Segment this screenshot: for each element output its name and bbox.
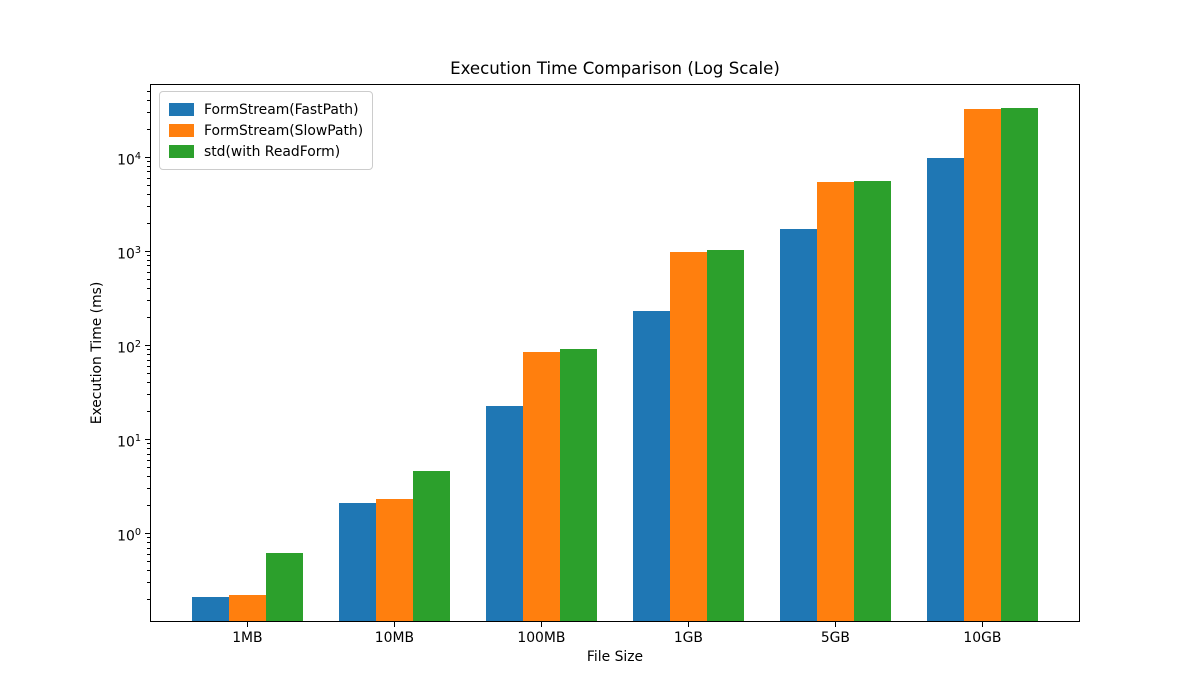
- y-minor-tick: [147, 288, 150, 290]
- x-tick-label: 10MB: [374, 630, 414, 646]
- x-tick: [835, 622, 837, 627]
- y-major-tick: [145, 533, 150, 534]
- x-tick: [247, 622, 249, 627]
- y-minor-tick: [147, 112, 150, 113]
- y-minor-tick: [147, 161, 150, 163]
- y-minor-tick: [147, 359, 150, 361]
- chart-title: Execution Time Comparison (Log Scale): [450, 59, 780, 78]
- bar: [1000, 108, 1038, 621]
- y-minor-tick: [147, 582, 150, 584]
- y-minor-tick: [147, 467, 150, 469]
- y-minor-tick: [147, 553, 150, 555]
- bar: [523, 352, 560, 621]
- bar: [706, 250, 744, 621]
- y-minor-tick: [147, 177, 150, 179]
- y-minor-tick: [147, 382, 150, 384]
- x-tick: [982, 622, 984, 627]
- bar: [486, 405, 524, 621]
- legend-label: FormStream(SlowPath): [204, 122, 364, 139]
- y-major-tick: [145, 344, 150, 346]
- y-minor-tick: [147, 448, 150, 449]
- y-minor-tick: [147, 504, 150, 506]
- legend-swatch-fastpath: [169, 103, 194, 116]
- y-minor-tick: [147, 349, 150, 351]
- y-minor-tick: [147, 453, 150, 455]
- y-minor-tick: [147, 459, 150, 461]
- y-major-tick: [145, 438, 150, 440]
- bar: [376, 498, 413, 621]
- legend-label: FormStream(FastPath): [204, 101, 359, 118]
- y-minor-tick: [147, 165, 150, 167]
- y-minor-tick: [147, 316, 150, 318]
- legend-item: std(with ReadForm): [169, 141, 363, 162]
- x-tick: [394, 622, 396, 627]
- y-minor-tick: [147, 443, 150, 445]
- y-tick-label: 102: [117, 338, 141, 357]
- y-minor-tick: [147, 598, 150, 600]
- y-minor-tick: [147, 128, 150, 130]
- y-tick-label: 103: [117, 244, 141, 263]
- legend-item: FormStream(FastPath): [169, 99, 363, 120]
- x-tick-label: 100MB: [517, 630, 566, 646]
- x-tick-label: 5GB: [820, 630, 850, 646]
- y-minor-tick: [147, 100, 150, 102]
- x-tick-label: 1GB: [673, 630, 703, 646]
- y-minor-tick: [147, 373, 150, 375]
- x-tick-label: 10GB: [963, 630, 1002, 646]
- y-minor-tick: [147, 279, 150, 281]
- y-major-tick: [145, 250, 150, 252]
- y-minor-tick: [147, 354, 150, 355]
- y-minor-tick: [147, 194, 150, 196]
- legend-item: FormStream(SlowPath): [169, 120, 363, 141]
- bar: [670, 251, 707, 621]
- legend: FormStream(FastPath) FormStream(SlowPath…: [159, 91, 374, 170]
- y-minor-tick: [147, 255, 150, 257]
- x-tick-label: 1MB: [232, 630, 263, 646]
- y-minor-tick: [147, 171, 150, 173]
- y-minor-tick: [147, 537, 150, 539]
- bar: [192, 596, 230, 621]
- bar: [780, 229, 818, 621]
- y-minor-tick: [147, 488, 150, 490]
- y-minor-tick: [147, 260, 150, 261]
- y-minor-tick: [147, 222, 150, 224]
- legend-label: std(with ReadForm): [204, 143, 341, 160]
- y-minor-tick: [147, 570, 150, 572]
- y-minor-tick: [147, 271, 150, 273]
- y-tick-label: 101: [117, 432, 141, 451]
- bar: [964, 108, 1001, 621]
- x-axis-label: File Size: [586, 649, 644, 665]
- y-minor-tick: [147, 185, 150, 187]
- y-minor-tick: [147, 300, 150, 301]
- y-minor-tick: [147, 206, 150, 207]
- bar: [339, 502, 377, 621]
- bar: [412, 470, 450, 621]
- y-minor-tick: [147, 476, 150, 478]
- bar: [927, 158, 965, 621]
- y-minor-tick: [147, 410, 150, 412]
- y-minor-tick: [147, 91, 150, 93]
- legend-swatch-slowpath: [169, 124, 194, 137]
- y-tick-label: 100: [117, 527, 141, 545]
- y-minor-tick: [147, 561, 150, 563]
- y-major-tick: [145, 156, 150, 158]
- bar: [559, 349, 597, 621]
- y-minor-tick: [147, 365, 150, 367]
- plot-area: FormStream(FastPath) FormStream(SlowPath…: [150, 84, 1080, 622]
- legend-swatch-std: [169, 145, 194, 158]
- bar: [817, 182, 854, 621]
- x-tick: [541, 622, 543, 627]
- y-minor-tick: [147, 394, 150, 396]
- bar: [229, 594, 266, 621]
- y-minor-tick: [147, 265, 150, 267]
- y-tick-label: 104: [117, 150, 141, 169]
- y-minor-tick: [147, 547, 150, 549]
- y-minor-tick: [147, 542, 150, 544]
- bar: [265, 553, 303, 621]
- bar: [633, 310, 671, 621]
- bar: [853, 181, 891, 621]
- x-tick: [688, 622, 690, 627]
